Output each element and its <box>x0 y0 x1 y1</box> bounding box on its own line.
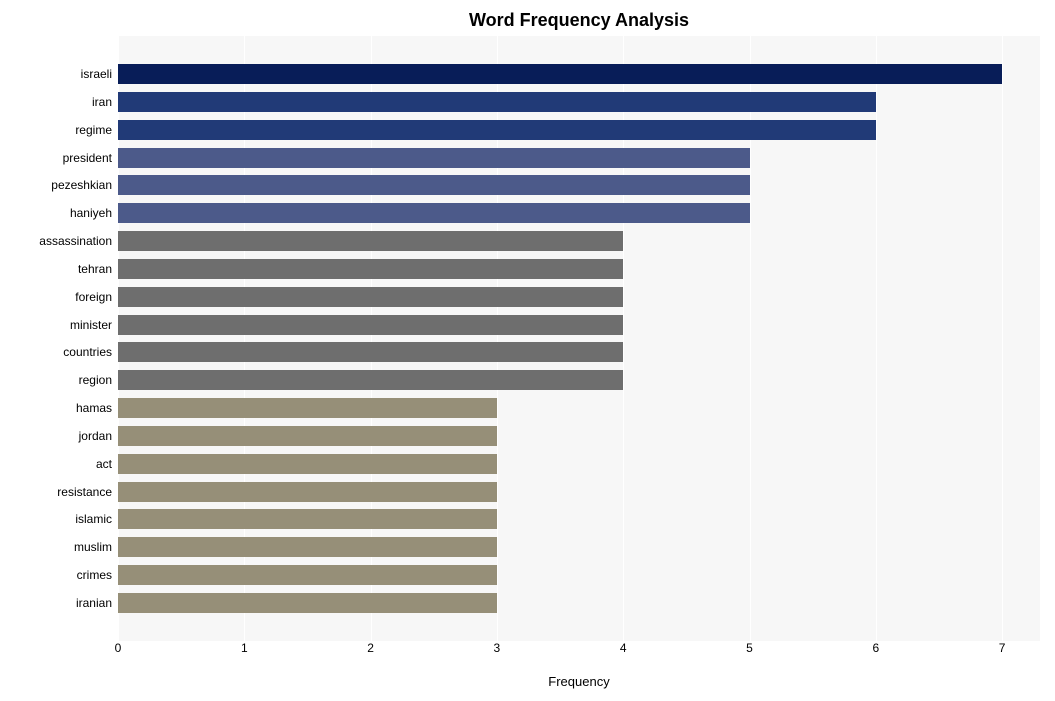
y-tick-label: israeli <box>81 68 118 80</box>
bar <box>118 454 497 474</box>
y-tick-label: region <box>79 374 118 386</box>
x-tick-label: 4 <box>620 641 627 655</box>
bar-row: foreign <box>118 287 1040 307</box>
bar-row: tehran <box>118 259 1040 279</box>
bar-row: israeli <box>118 64 1040 84</box>
x-axis: 0 1 2 3 4 5 6 7 <box>118 641 1040 661</box>
x-tick-label: 7 <box>999 641 1006 655</box>
bar-row: hamas <box>118 398 1040 418</box>
bar <box>118 370 623 390</box>
chart-title: Word Frequency Analysis <box>118 10 1040 31</box>
y-tick-label: haniyeh <box>70 207 118 219</box>
bar-row: iran <box>118 92 1040 112</box>
bar <box>118 537 497 557</box>
y-tick-label: crimes <box>77 569 118 581</box>
y-tick-label: act <box>96 458 118 470</box>
x-tick-label: 3 <box>494 641 501 655</box>
bar-row: region <box>118 370 1040 390</box>
bar <box>118 148 750 168</box>
bar-row: act <box>118 454 1040 474</box>
bar <box>118 593 497 613</box>
bar <box>118 231 623 251</box>
bar-row: pezeshkian <box>118 175 1040 195</box>
y-tick-label: hamas <box>76 402 118 414</box>
bar <box>118 259 623 279</box>
x-tick-label: 5 <box>746 641 753 655</box>
y-tick-label: countries <box>63 346 118 358</box>
x-axis-label: Frequency <box>118 674 1040 689</box>
x-tick-label: 2 <box>367 641 374 655</box>
x-tick-label: 1 <box>241 641 248 655</box>
y-tick-label: iranian <box>76 597 118 609</box>
bar <box>118 120 876 140</box>
y-tick-label: regime <box>75 124 118 136</box>
y-tick-label: assassination <box>39 235 118 247</box>
bar-row: assassination <box>118 231 1040 251</box>
bar <box>118 565 497 585</box>
bar-row: crimes <box>118 565 1040 585</box>
y-tick-label: jordan <box>79 430 118 442</box>
bar <box>118 482 497 502</box>
chart-container: Word Frequency Analysis israeliiranregim… <box>0 0 1055 701</box>
bar <box>118 287 623 307</box>
bar <box>118 203 750 223</box>
bar <box>118 175 750 195</box>
bar-row: iranian <box>118 593 1040 613</box>
bar <box>118 398 497 418</box>
y-tick-label: president <box>63 152 118 164</box>
bar-row: president <box>118 148 1040 168</box>
y-tick-label: minister <box>70 319 118 331</box>
bar-row: jordan <box>118 426 1040 446</box>
y-tick-label: pezeshkian <box>51 179 118 191</box>
plot-area: israeli iran regime president pezeshkian hani… <box>118 36 1040 641</box>
bar-row: minister <box>118 315 1040 335</box>
y-tick-label: resistance <box>57 486 118 498</box>
bar <box>118 92 876 112</box>
bar-row: islamic <box>118 509 1040 529</box>
bar-row: haniyeh <box>118 203 1040 223</box>
bar <box>118 342 623 362</box>
bar-row: resistance <box>118 482 1040 502</box>
y-tick-label: foreign <box>75 291 118 303</box>
bar-row: regime <box>118 120 1040 140</box>
y-tick-label: muslim <box>74 541 118 553</box>
y-tick-label: iran <box>92 96 118 108</box>
bar-row: countries <box>118 342 1040 362</box>
bar <box>118 315 623 335</box>
y-tick-label: tehran <box>78 263 118 275</box>
y-tick-label: islamic <box>75 513 118 525</box>
bar-row: muslim <box>118 537 1040 557</box>
x-tick-label: 6 <box>872 641 879 655</box>
x-tick-label: 0 <box>115 641 122 655</box>
bar <box>118 64 1002 84</box>
bar <box>118 509 497 529</box>
bar <box>118 426 497 446</box>
